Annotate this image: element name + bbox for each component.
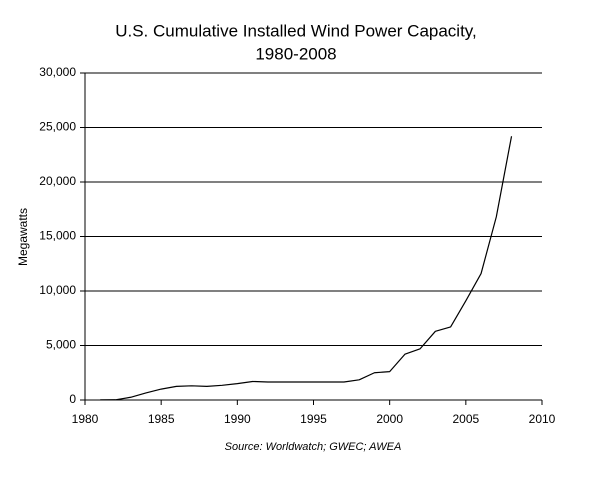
x-tick-label: 2010 (529, 412, 556, 426)
chart-title: U.S. Cumulative Installed Wind Power Cap… (115, 21, 477, 40)
y-tick-label: 25,000 (39, 120, 76, 134)
x-tick-label: 1980 (72, 412, 99, 426)
x-tick-label: 1990 (224, 412, 251, 426)
y-tick-label: 20,000 (39, 174, 76, 188)
y-tick-label: 15,000 (39, 229, 76, 243)
source-note: Source: Worldwatch; GWEC; AWEA (225, 441, 402, 453)
x-tick-label: 1995 (300, 412, 327, 426)
data-line (100, 136, 513, 401)
y-tick-label: 10,000 (39, 283, 76, 297)
chart-title: 1980-2008 (255, 44, 336, 63)
y-axis-label: Megawatts (16, 208, 30, 266)
y-tick-label: 30,000 (39, 65, 76, 79)
x-tick-label: 2005 (452, 412, 479, 426)
x-tick-label: 1985 (148, 412, 175, 426)
y-tick-label: 0 (69, 392, 76, 406)
x-tick-label: 2000 (376, 412, 403, 426)
y-tick-label: 5,000 (46, 338, 76, 352)
